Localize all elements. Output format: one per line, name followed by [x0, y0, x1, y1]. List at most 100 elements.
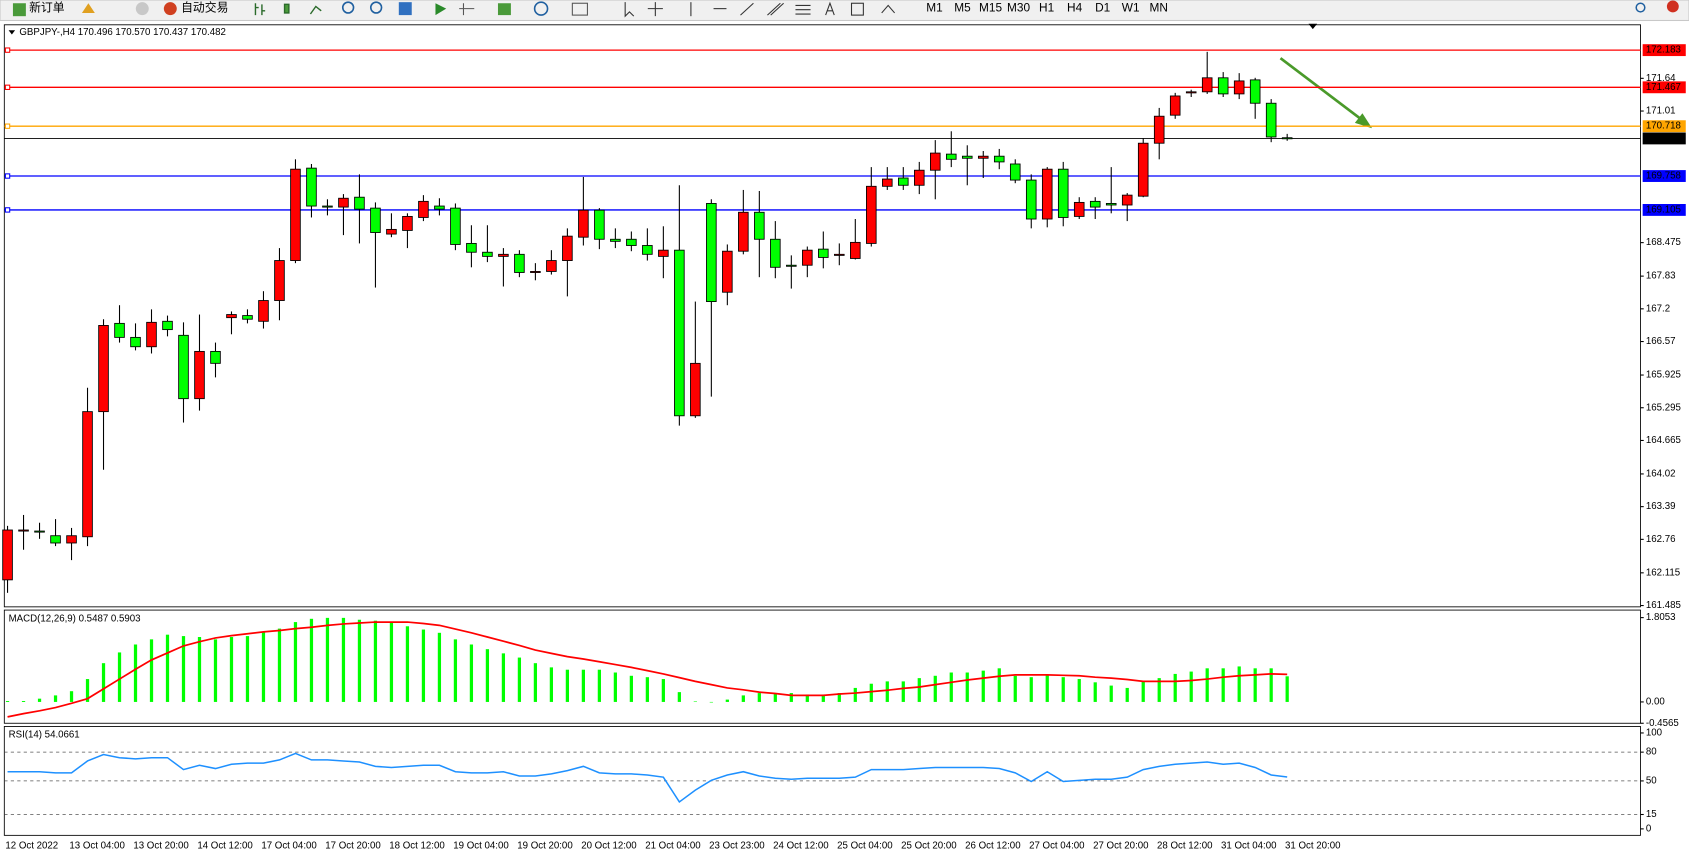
candle-body [338, 197, 349, 208]
macd-bar [629, 675, 633, 702]
shapes-icon[interactable] [881, 4, 896, 14]
macd-bar [709, 701, 713, 703]
timeframe-button[interactable]: M1 [926, 1, 943, 15]
candle-body [610, 238, 621, 242]
candle-body [194, 350, 205, 400]
timeframe-group: M1 M5 M15 M30 H1 H4 D1 W1 MN [926, 1, 1168, 15]
periods-icon[interactable] [533, 1, 549, 16]
cursor-icon[interactable] [624, 2, 635, 18]
y-tick-label: 161.485 [1646, 600, 1681, 611]
level-handle [4, 173, 11, 179]
macd-bar [389, 623, 394, 702]
macd-bar [997, 668, 1001, 702]
notification-icon[interactable] [1666, 0, 1679, 13]
macd-bar [117, 652, 122, 702]
timeframe-button[interactable]: M30 [1007, 1, 1030, 15]
rsi-header: RSI(14) 54.0661 [9, 730, 80, 741]
candle-body [482, 251, 493, 257]
level-label: 170.718 [1646, 121, 1681, 132]
templates-icon[interactable] [571, 2, 588, 16]
candle-body [578, 209, 589, 238]
timeframe-button[interactable]: H1 [1039, 1, 1055, 15]
trendline-icon[interactable] [740, 2, 754, 16]
level-label-box [1642, 44, 1686, 57]
candle-body [82, 411, 93, 538]
timeframe-button[interactable]: W1 [1122, 1, 1140, 15]
macd-bar [1269, 668, 1273, 702]
text-icon[interactable] [825, 1, 835, 16]
timeframe-button[interactable]: H4 [1067, 1, 1083, 15]
y-tick-label: 100 [1646, 728, 1663, 739]
new-order-button[interactable]: 新订单 [29, 1, 65, 15]
candle-body [306, 167, 317, 207]
candle-body [1153, 115, 1165, 144]
candle-body [130, 336, 141, 348]
candle-body [178, 334, 189, 400]
x-tick-label: 26 Oct 12:00 [965, 841, 1021, 852]
panel-menu[interactable] [8, 30, 16, 35]
line-icon[interactable] [309, 5, 322, 15]
candle-body [18, 529, 29, 532]
auto-trading-icon[interactable] [163, 2, 177, 16]
y-tick-label: 164.02 [1646, 468, 1676, 479]
icon[interactable] [81, 3, 95, 13]
channel-icon[interactable] [767, 2, 784, 16]
label-icon[interactable] [850, 2, 864, 16]
macd-bar [965, 672, 969, 702]
macd-bar [485, 649, 490, 702]
candle-body [1233, 80, 1245, 95]
candle-body [898, 177, 909, 186]
toolbar-bar [0, 0, 1689, 22]
y-tick-label: 162.76 [1646, 534, 1676, 545]
icon[interactable] [135, 2, 149, 16]
indicators-icon[interactable] [497, 3, 511, 16]
candle-body [114, 322, 125, 338]
macd-bar [101, 663, 106, 702]
macd-bar [85, 679, 90, 702]
zoom-in-icon[interactable] [341, 1, 355, 14]
candle-icon[interactable] [283, 3, 290, 14]
y-tick-label: 168.475 [1646, 237, 1681, 248]
y-tick-label: 171.64 [1646, 73, 1676, 84]
macd-bar [277, 628, 282, 702]
bid-label: 170.482 [1646, 133, 1681, 144]
search-icon[interactable] [1635, 2, 1646, 13]
zoom-out-icon[interactable] [369, 1, 383, 14]
level-handle [4, 123, 11, 129]
y-tick-label: 1.8053 [1646, 612, 1676, 623]
macd-bar [693, 701, 697, 703]
scroll-icon[interactable] [435, 3, 447, 16]
macd-bar [165, 634, 170, 702]
shift-icon[interactable] [459, 3, 475, 16]
timeframe-button[interactable]: M5 [954, 1, 971, 15]
crosshair-icon[interactable] [647, 2, 663, 17]
candle-body [1089, 200, 1101, 208]
candle-body [162, 320, 173, 331]
shift-marker [1308, 23, 1318, 30]
fibo-icon[interactable] [795, 4, 811, 15]
candle-body [514, 253, 525, 273]
tile-icon[interactable] [398, 2, 412, 16]
timeframe-button[interactable]: D1 [1095, 1, 1111, 15]
candle-body [754, 211, 765, 240]
candle-body [1057, 168, 1069, 218]
y-tick-label: 163.39 [1646, 501, 1676, 512]
macd-bar [1109, 685, 1113, 702]
new-order-icon[interactable] [12, 3, 26, 17]
macd-bar [1141, 681, 1145, 702]
candle-body [674, 249, 685, 417]
auto-trading-button[interactable]: 自动交易 [181, 1, 228, 15]
macd-bar [1189, 671, 1193, 702]
macd-bar [1253, 668, 1257, 702]
timeframe-button[interactable]: M15 [979, 1, 1002, 15]
candle-body [722, 250, 733, 293]
macd-bar [181, 636, 186, 702]
macd-bar [197, 637, 202, 702]
level-label: 171.467 [1646, 82, 1681, 93]
candle-body [418, 200, 429, 218]
y-tick-label: 80 [1646, 747, 1657, 758]
bar-chart-icon[interactable] [254, 3, 266, 16]
timeframe-button[interactable]: MN [1149, 1, 1167, 15]
main-panel [3, 24, 1641, 608]
macd-bar [837, 693, 841, 702]
